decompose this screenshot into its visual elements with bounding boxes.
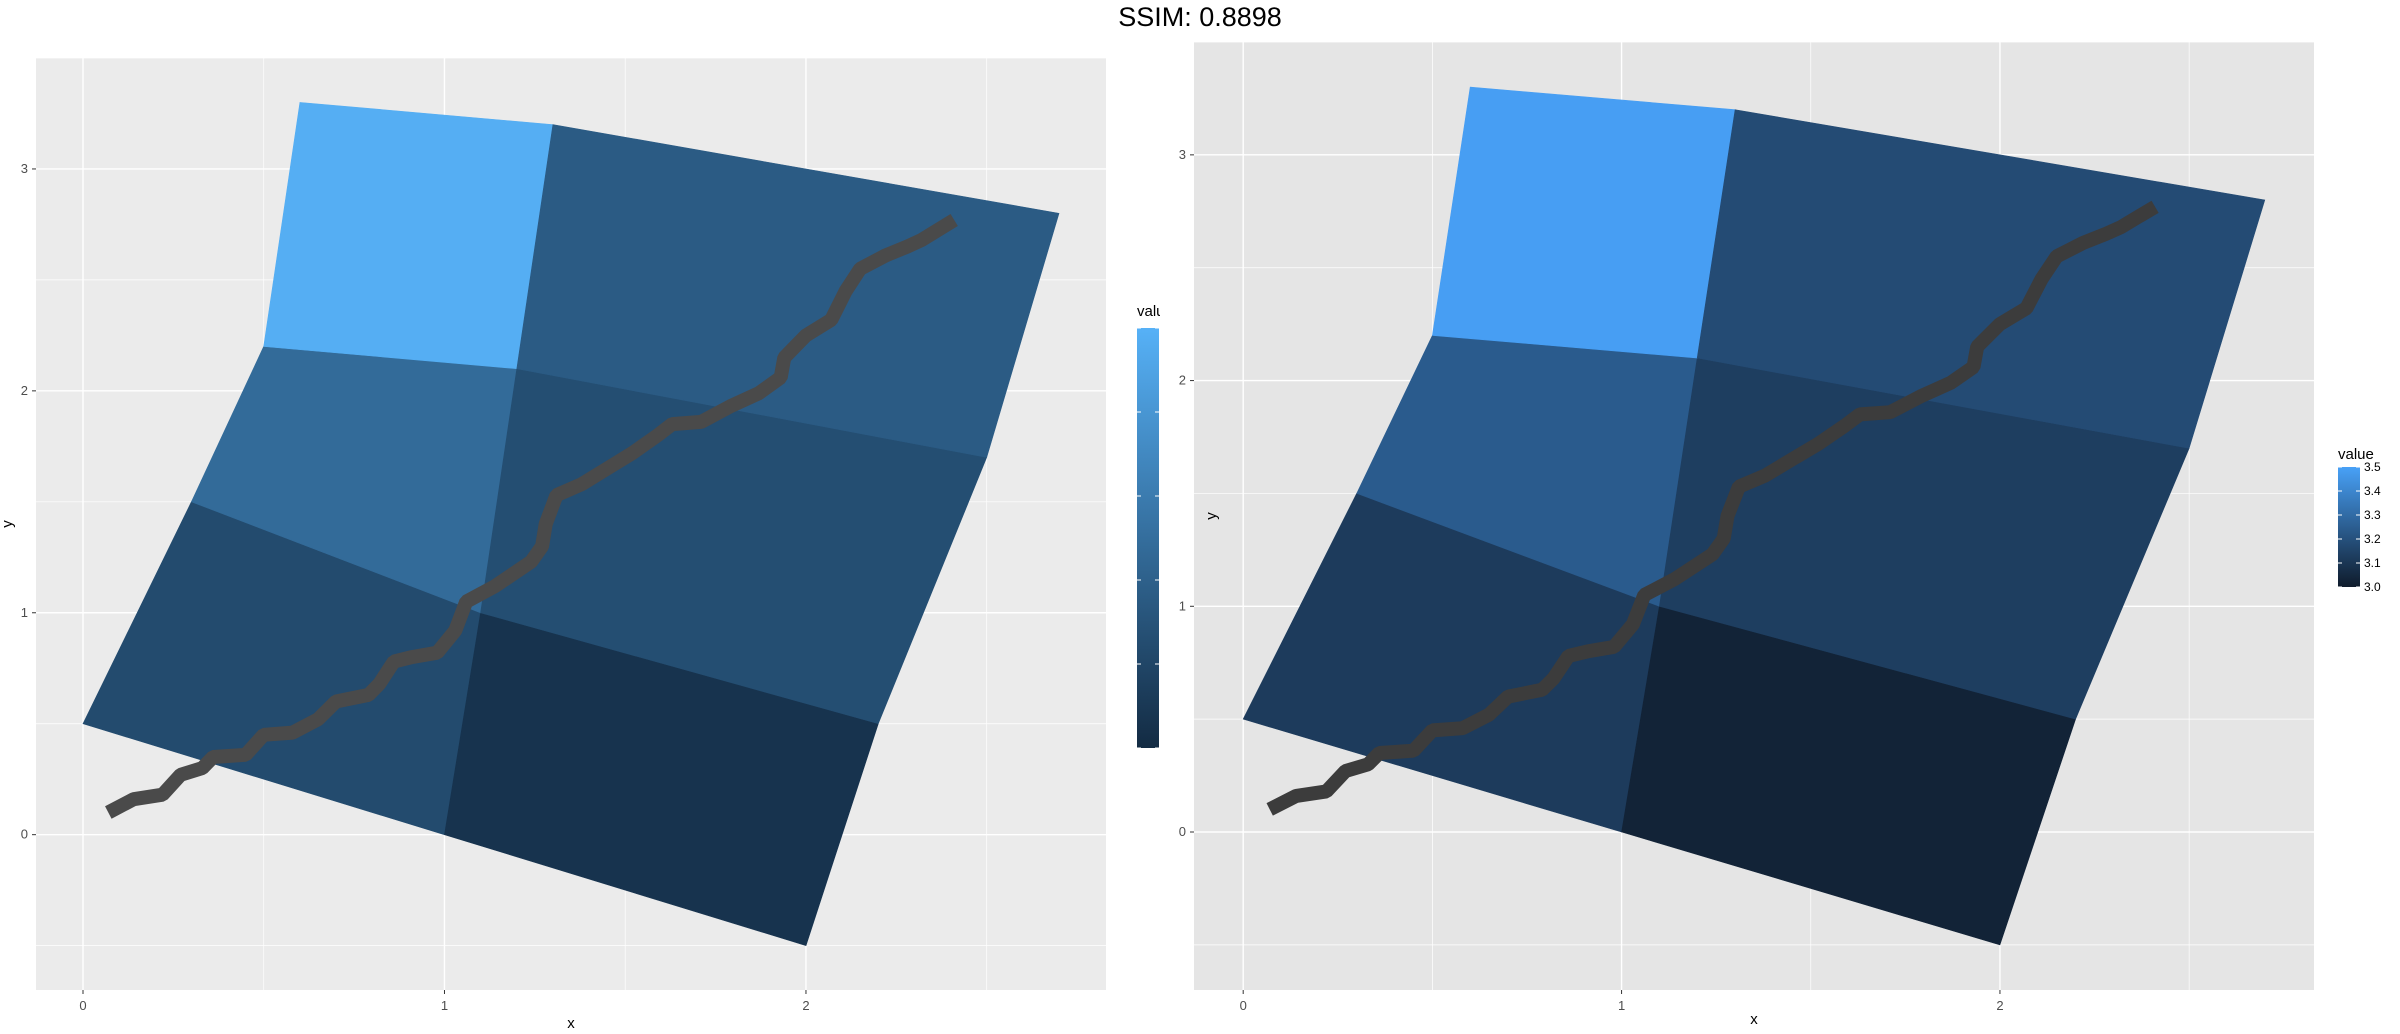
page-title: SSIM: 0.8898 xyxy=(1118,2,1282,32)
data-path-line xyxy=(1266,200,2159,816)
y-tick-label: 2 xyxy=(21,383,28,398)
polygon-cell-5 xyxy=(263,102,554,370)
legend-label: 3.2 xyxy=(2364,532,2381,546)
y-axis-label: y xyxy=(1203,512,1220,520)
x-tick-label: 0 xyxy=(1240,998,1247,1013)
data-path-line xyxy=(105,214,958,819)
legend-label: 3.5 xyxy=(2364,460,2381,474)
y-tick-label: 3 xyxy=(21,161,28,176)
y-tick-label: 2 xyxy=(1179,373,1186,388)
polygon-cell-6 xyxy=(1696,109,2266,449)
x-tick-label: 2 xyxy=(1996,998,2003,1013)
legend-label: 3.3 xyxy=(2364,508,2381,522)
x-axis-label: x xyxy=(567,1015,575,1032)
x-tick-label: 1 xyxy=(441,998,448,1013)
x-tick-label: 0 xyxy=(79,998,86,1013)
legend-colorbar xyxy=(2338,467,2360,587)
y-tick-label: 1 xyxy=(21,605,28,620)
legend-title: value xyxy=(1137,303,1160,320)
polygon-cell-5 xyxy=(1432,86,1736,359)
x-axis-label: x xyxy=(1750,1011,1758,1028)
y-tick-label: 1 xyxy=(1179,598,1186,613)
legend-label: 3.4 xyxy=(2364,484,2381,498)
x-tick-label: 2 xyxy=(802,998,809,1013)
y-tick-label: 3 xyxy=(1179,147,1186,162)
x-tick-label: 1 xyxy=(1618,998,1625,1013)
legend-title: value xyxy=(2338,446,2374,463)
y-tick-label: 0 xyxy=(21,827,28,842)
legend-label: 3.0 xyxy=(2364,580,2381,594)
legend-colorbar xyxy=(1137,328,1159,748)
polygon-cell-6 xyxy=(516,124,1060,458)
chart-right: 0 1 2 0 1 2 3 x y value 3.0 3.1 3.2 3.3 3.4 3.5 xyxy=(1179,41,2381,1028)
legend-label: 3.1 xyxy=(2364,556,2381,570)
y-axis-label: y xyxy=(0,520,16,528)
y-tick-label: 0 xyxy=(1179,824,1186,839)
